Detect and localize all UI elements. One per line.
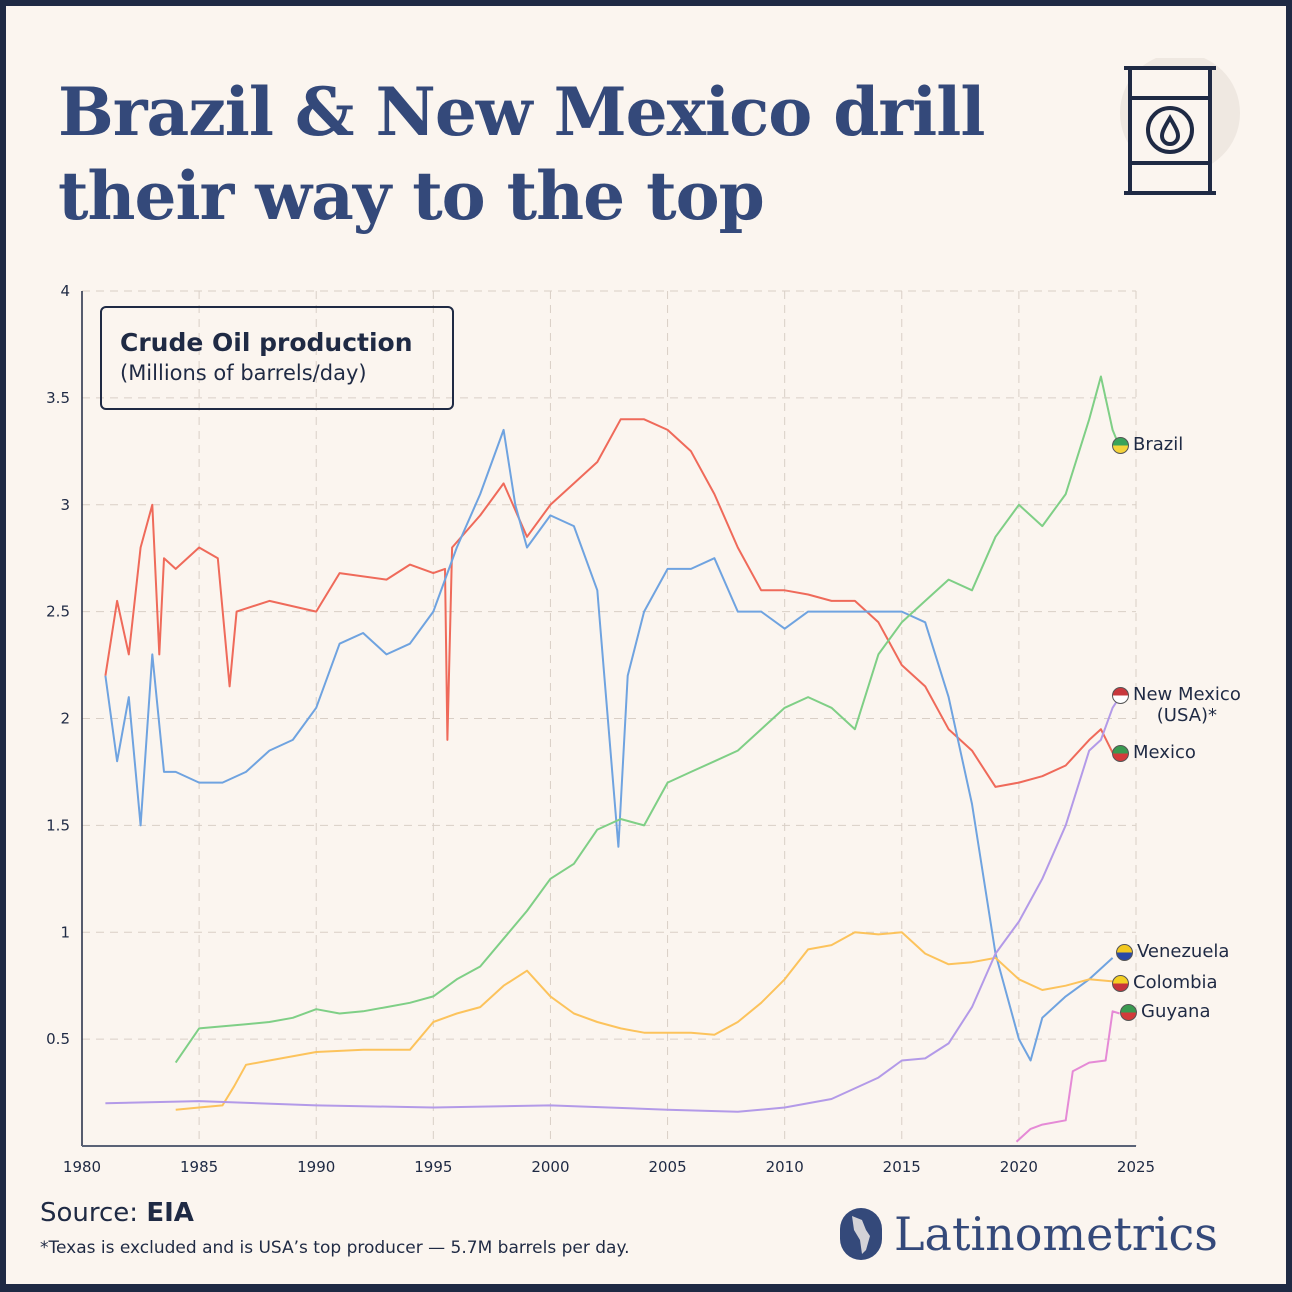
- x-tick-label: 2020: [1000, 1158, 1038, 1176]
- x-tick-label: 2000: [531, 1158, 569, 1176]
- x-tick-label: 2005: [648, 1158, 686, 1176]
- x-tick-label: 2010: [766, 1158, 804, 1176]
- x-tick-label: 1985: [180, 1158, 218, 1176]
- source-value: EIA: [146, 1198, 194, 1228]
- chart-units: (Millions of barrels/day): [120, 361, 367, 385]
- flag-icon: [1112, 745, 1129, 762]
- title-line-2: their way to the top: [58, 157, 765, 235]
- y-tick-label: 0.5: [46, 1030, 70, 1048]
- flag-icon: [1112, 437, 1129, 454]
- page-title: Brazil & New Mexico drill their way to th…: [58, 70, 985, 238]
- series-label-colombia: Colombia: [1112, 972, 1218, 993]
- label-text: Colombia: [1133, 972, 1218, 993]
- y-tick-label: 3: [60, 496, 70, 514]
- y-tick-label: 1: [60, 923, 70, 941]
- series-label-brazil: Brazil: [1112, 434, 1183, 455]
- brand-name: Latinometrics: [894, 1207, 1218, 1261]
- label-text: Brazil: [1133, 434, 1184, 455]
- chart-title: Crude Oil production: [120, 328, 413, 357]
- series-label-guyana: Guyana: [1120, 1001, 1210, 1022]
- oil-barrel-icon: [1120, 58, 1240, 195]
- chart-legend-box: Crude Oil production (Millions of barrel…: [100, 306, 454, 410]
- x-tick-label: 1995: [414, 1158, 452, 1176]
- flag-icon: [1120, 1004, 1137, 1021]
- label-text: New Mexico (USA)*: [1133, 684, 1241, 726]
- latin-america-map-icon: [840, 1208, 882, 1260]
- brand-logo: Latinometrics: [836, 1206, 1218, 1262]
- y-tick-label: 2.5: [46, 603, 70, 621]
- series-line-mexico: [104, 418, 1120, 788]
- x-tick-label: 1980: [63, 1158, 101, 1176]
- x-tick-label: 2025: [1117, 1158, 1155, 1176]
- flag-icon: [1112, 975, 1129, 992]
- label-text: Venezuela: [1137, 941, 1230, 962]
- x-tick-label: 2015: [883, 1158, 921, 1176]
- footnote: *Texas is excluded and is USA’s top prod…: [40, 1238, 630, 1258]
- source: Source: EIA: [40, 1198, 194, 1228]
- series-line-new: [105, 696, 1121, 1113]
- series-line-venezuela: [104, 428, 1114, 1062]
- y-tick-label: 1.5: [46, 816, 70, 834]
- series-line-brazil: [174, 375, 1121, 1064]
- series-line-colombia: [175, 931, 1113, 1111]
- series-line-guyana: [1015, 1010, 1120, 1143]
- flag-icon: [1112, 687, 1129, 704]
- x-tick-label: 1990: [297, 1158, 335, 1176]
- label-text-2: (USA)*: [1156, 705, 1218, 726]
- series-label-mexico: Mexico: [1112, 742, 1196, 763]
- title-line-1: Brazil & New Mexico drill: [58, 73, 985, 151]
- label-text: Guyana: [1141, 1001, 1211, 1022]
- label-text: Mexico: [1133, 742, 1196, 763]
- flag-icon: [1116, 944, 1133, 961]
- y-tick-label: 3.5: [46, 389, 70, 407]
- series-label-venezuela: Venezuela: [1116, 941, 1229, 962]
- y-tick-label: 4: [60, 282, 70, 300]
- series-label-new: New Mexico (USA)*: [1112, 684, 1241, 726]
- y-tick-label: 2: [60, 710, 70, 728]
- source-label: Source:: [40, 1198, 147, 1228]
